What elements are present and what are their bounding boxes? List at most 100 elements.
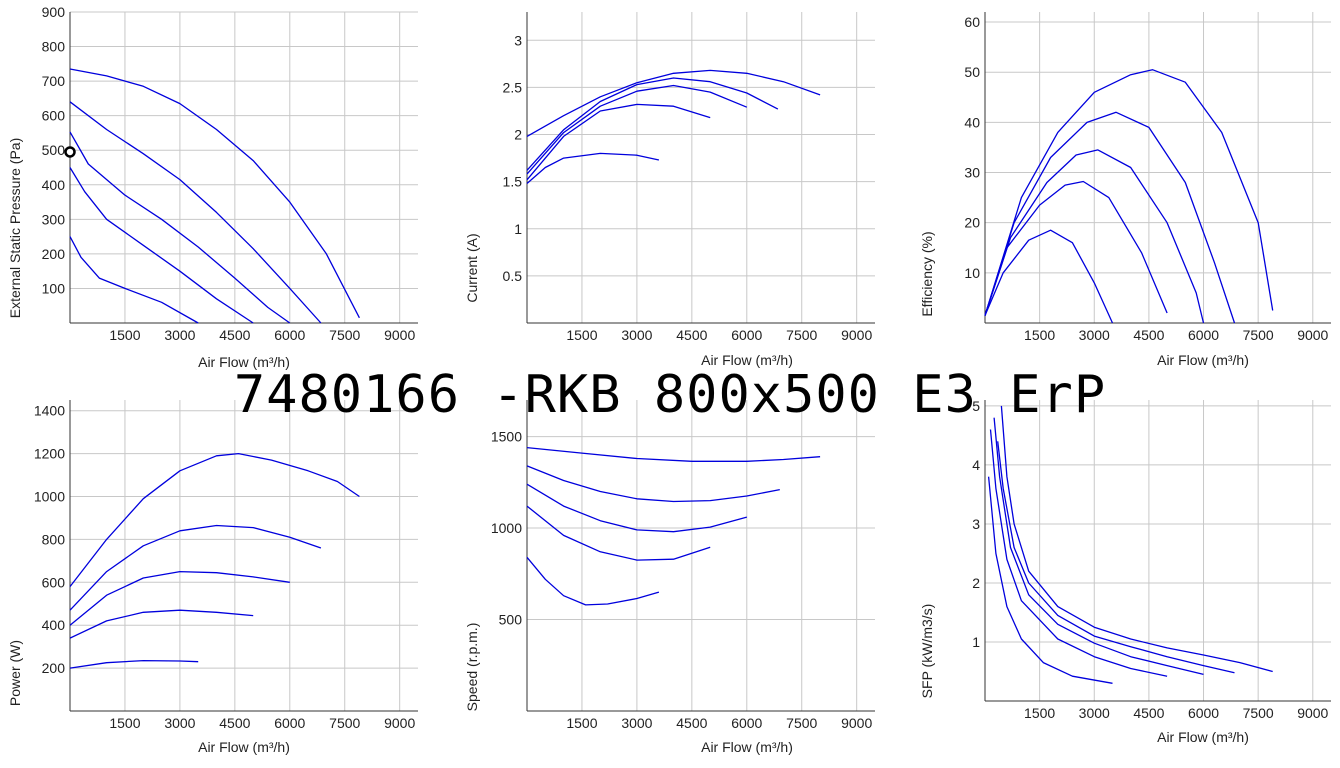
chart-panel-4: 1500 3000 4500 6000 7500 9000 200 400 600 800 1000… [7, 400, 418, 755]
y-tick-label: 3 [972, 516, 980, 532]
y-tick-label: 1000 [491, 520, 522, 536]
y-tick-label: 0.5 [503, 268, 523, 284]
x-axis-label: Air Flow (m³/h) [198, 739, 290, 755]
series-line-3 [526, 84, 748, 175]
series-line-1 [984, 69, 1274, 316]
x-tick-label: 6000 [1188, 705, 1219, 721]
y-tick-label: 2 [972, 575, 980, 591]
series-line-3 [69, 131, 291, 324]
series-line-3 [526, 483, 747, 533]
x-tick-label: 3000 [621, 327, 652, 343]
x-tick-label: 1500 [1024, 327, 1055, 343]
series-line-2 [69, 101, 322, 324]
series-line-1 [69, 68, 360, 319]
x-tick-label: 4500 [1133, 327, 1164, 343]
x-tick-label: 4500 [1133, 705, 1164, 721]
series-line-4 [526, 505, 711, 561]
x-axis-label: Air Flow (m³/h) [701, 739, 793, 755]
y-tick-label: 1 [514, 221, 522, 237]
x-tick-label: 9000 [841, 715, 872, 731]
x-tick-label: 7500 [1243, 705, 1274, 721]
y-tick-label: 1400 [34, 403, 65, 419]
series-line-5 [69, 659, 199, 669]
series-line-5 [526, 152, 660, 184]
x-tick-label: 6000 [274, 715, 305, 731]
x-tick-label: 3000 [621, 715, 652, 731]
y-tick-label: 1 [972, 634, 980, 650]
y-tick-label: 30 [964, 165, 980, 181]
x-tick-label: 6000 [274, 327, 305, 343]
y-tick-label: 800 [42, 531, 66, 547]
operating-point-marker [64, 146, 76, 158]
series-line-2 [526, 465, 780, 503]
y-axis-label: Current (A) [464, 233, 480, 302]
y-tick-label: 3 [514, 32, 522, 48]
y-tick-label: 900 [42, 4, 66, 20]
y-tick-label: 1000 [34, 489, 65, 505]
x-axis-label: Air Flow (m³/h) [701, 352, 793, 368]
series-line-1 [526, 446, 821, 462]
x-tick-label: 3000 [164, 327, 195, 343]
x-tick-label: 9000 [384, 715, 415, 731]
x-tick-label: 9000 [384, 327, 415, 343]
y-tick-label: 2 [514, 127, 522, 143]
series-line-3 [984, 149, 1205, 324]
series-line-2 [984, 111, 1236, 324]
series-line-5 [987, 476, 1113, 684]
series-line-5 [984, 229, 1114, 324]
x-axis-label: Air Flow (m³/h) [1157, 729, 1249, 745]
series-line-4 [69, 609, 254, 639]
series-line-4 [984, 180, 1168, 316]
y-tick-label: 2.5 [503, 79, 523, 95]
x-tick-label: 1500 [109, 715, 140, 731]
y-tick-label: 400 [42, 177, 66, 193]
y-axis-label: SFP (kW/m3/s) [919, 604, 935, 699]
x-tick-label: 1500 [109, 327, 140, 343]
series-line-2 [997, 441, 1235, 674]
y-tick-label: 1500 [491, 429, 522, 445]
y-tick-label: 200 [42, 246, 66, 262]
series-line-1 [526, 69, 821, 137]
x-tick-label: 4500 [219, 715, 250, 731]
x-tick-label: 6000 [731, 327, 762, 343]
y-axis-label: Speed (r.p.m.) [464, 623, 480, 712]
y-tick-label: 300 [42, 211, 66, 227]
x-tick-label: 9000 [1297, 705, 1328, 721]
y-tick-label: 200 [42, 660, 66, 676]
y-axis-label: Power (W) [7, 640, 23, 706]
x-tick-label: 4500 [676, 327, 707, 343]
y-tick-label: 20 [964, 215, 980, 231]
chart-panel-1: 1500 3000 4500 6000 7500 9000 100 200 300 400 500 6… [7, 4, 418, 370]
x-tick-label: 3000 [164, 715, 195, 731]
series-line-4 [69, 167, 254, 324]
y-tick-label: 800 [42, 39, 66, 55]
y-tick-label: 10 [964, 265, 980, 281]
y-tick-label: 1200 [34, 446, 65, 462]
x-tick-label: 1500 [1024, 705, 1055, 721]
x-tick-label: 6000 [1188, 327, 1219, 343]
chart-title: 7480166 -RKB 800x500 E3 ErP [234, 365, 1106, 425]
x-tick-label: 7500 [1243, 327, 1274, 343]
y-tick-label: 500 [499, 612, 523, 628]
x-tick-label: 3000 [1079, 705, 1110, 721]
y-tick-label: 1.5 [503, 174, 523, 190]
y-tick-label: 400 [42, 617, 66, 633]
y-tick-label: 700 [42, 73, 66, 89]
x-tick-label: 7500 [786, 327, 817, 343]
series-line-5 [69, 236, 199, 324]
y-tick-label: 100 [42, 280, 66, 296]
y-tick-label: 60 [964, 14, 980, 30]
charts-layer: 1500 3000 4500 6000 7500 90001002003004005006… [7, 4, 1331, 755]
x-tick-label: 6000 [731, 715, 762, 731]
chart-panel-2: 1500 3000 4500 6000 7500 9000 0.5 1 1.5 2 2.5 3 Air … [464, 12, 875, 368]
x-axis-label: Air Flow (m³/h) [1157, 352, 1249, 368]
y-tick-label: 40 [964, 114, 980, 130]
y-tick-label: 500 [42, 142, 66, 158]
x-tick-label: 9000 [841, 327, 872, 343]
x-tick-label: 3000 [1079, 327, 1110, 343]
series-line-1 [69, 452, 360, 587]
x-tick-label: 1500 [566, 715, 597, 731]
y-axis-label: Efficiency (%) [919, 231, 935, 316]
x-tick-label: 1500 [566, 327, 597, 343]
